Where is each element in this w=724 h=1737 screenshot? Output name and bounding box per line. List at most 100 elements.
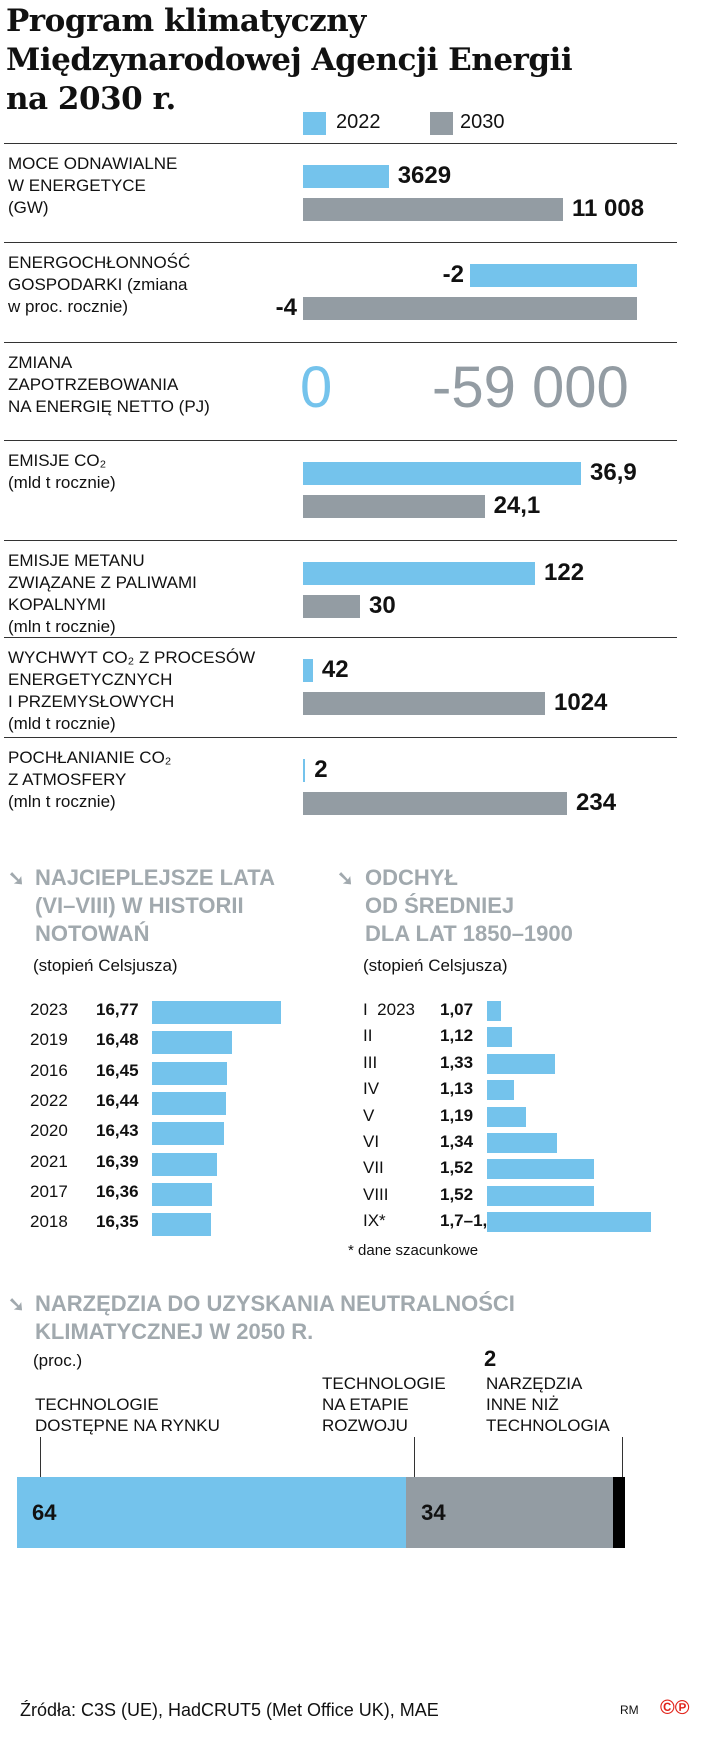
bar [487,1080,514,1101]
bar [152,1091,226,1115]
bar-2030 [303,595,361,618]
bar-2030 [303,692,545,715]
value-2030: -59 000 [432,355,629,420]
copyright-logo: ©℗ [660,1697,690,1719]
main-title: Program klimatyczny Międzynarodowej Agen… [6,3,573,117]
row-divider [4,440,677,441]
leader-line [414,1437,415,1477]
segment-name: TECHNOLOGIE NA ETAPIE ROZWOJU [322,1374,446,1435]
bar-2022 [303,659,313,682]
value-label: 16,36 [96,1181,139,1201]
legend-swatch-2030 [430,112,453,135]
row-label: MOCE ODNAWIALNE W ENERGETYCE (GW) [8,154,178,217]
value-label: 16,44 [96,1090,139,1110]
leader-line [40,1437,41,1477]
bar [152,1152,218,1176]
row-divider [4,342,677,343]
value-label-2022: 2 [314,756,328,783]
bar-2022 [303,759,306,782]
row-divider [4,143,677,144]
value-label-2022: 3629 [397,162,452,189]
legend-label-2022: 2022 [336,111,381,133]
bar-2022 [303,562,535,585]
segment-value: 34 [421,1500,446,1525]
row-label: ZMIANA ZAPOTRZEBOWANIA NA ENERGIĘ NETTO … [8,353,210,416]
month-label: IV [363,1079,380,1099]
neutrality-subtitle: (proc.) [33,1351,83,1370]
value-2022: 0 [300,355,333,420]
bar [152,1213,211,1237]
bar-2030 [303,297,637,320]
month-label: VI [363,1132,380,1151]
bar-2022 [470,264,637,287]
bar-2030 [303,198,563,221]
segment-bar [612,1477,625,1548]
value-label: 1,34 [440,1132,474,1151]
arrow-icon: ➘ [8,1294,25,1316]
leader-line [622,1437,623,1477]
value-label-2030: 234 [576,789,617,816]
value-label-2022: 42 [321,656,349,683]
bar [487,1001,502,1021]
arrow-icon: ➘ [337,868,354,890]
value-label-2030: 24,1 [493,492,541,519]
bar [487,1133,557,1153]
row-label: ENERGOCHŁONNOŚĆ GOSPODARKI (zmiana w pro… [8,253,191,316]
row-label: EMISJE CO₂ (mld t rocznie) [8,451,116,492]
value-label: 1,7–1,8 [440,1211,497,1231]
bar-2022 [303,462,581,485]
value-label: 1,07 [440,1000,474,1019]
row-divider [4,637,677,638]
year-label: 2017 [30,1181,68,1201]
bar [487,1027,512,1048]
sources: Źródła: C3S (UE), HadCRUT5 (Met Office U… [20,1700,439,1720]
bar-2030 [303,495,485,518]
segment-name: TECHNOLOGIE DOSTĘPNE NA RYNKU [35,1395,220,1435]
row-label: POCHŁANIANIE CO₂ Z ATMOSFERY (mln t rocz… [8,748,172,811]
bar [152,1182,213,1206]
arrow-icon: ➘ [8,868,25,890]
bar [487,1212,651,1233]
year-label: 2019 [30,1030,68,1050]
legend-swatch-2022 [303,112,326,135]
bar [487,1185,594,1206]
segment-bar [17,1477,407,1548]
value-label-2022: 36,9 [590,459,637,486]
legend-label-2030: 2030 [460,111,505,133]
bar [152,1122,225,1146]
bar [152,1031,233,1055]
value-label: 1,19 [440,1105,474,1125]
row-divider [4,540,677,541]
bar [152,1001,281,1024]
value-label-2022: -2 [442,261,464,288]
bar [152,1061,228,1085]
value-label: 16,77 [96,1000,139,1019]
bar [487,1159,594,1180]
value-label-2030: 11 008 [572,195,645,222]
year-label: 2018 [30,1212,68,1232]
footnote: * dane szacunkowe [348,1242,479,1259]
month-label: VII [363,1158,384,1178]
value-label: 1,13 [440,1079,474,1099]
warmest-years-subtitle: (stopień Celsjusza) [33,956,178,975]
month-label: VIII [363,1184,389,1204]
value-label: 1,52 [440,1158,474,1178]
value-label: 16,45 [96,1060,139,1080]
year-label: 2022 [30,1090,68,1110]
row-label: WYCHWYT CO₂ Z PROCESÓW ENERGETYCZNYCH I … [8,648,256,733]
month-label: II [363,1026,373,1046]
row-divider [4,242,677,243]
year-label: 2020 [30,1121,68,1141]
segment-name: NARZĘDZIA INNE NIŻ TECHNOLOGIA [486,1374,610,1435]
value-label-2030: 30 [369,592,396,619]
year-label: 2023 [30,1000,68,1019]
year-label: 2021 [30,1151,68,1171]
segment-value: 2 [484,1346,497,1371]
value-label-2030: -4 [275,294,297,321]
anomaly-subtitle: (stopień Celsjusza) [363,956,508,975]
value-label: 1,52 [440,1184,474,1204]
anomaly-title: ODCHYŁ OD ŚREDNIEJ DLA LAT 1850–1900 [365,865,573,946]
segment-bar [406,1477,613,1548]
month-label: IX* [363,1211,386,1231]
value-label: 16,39 [96,1151,139,1171]
